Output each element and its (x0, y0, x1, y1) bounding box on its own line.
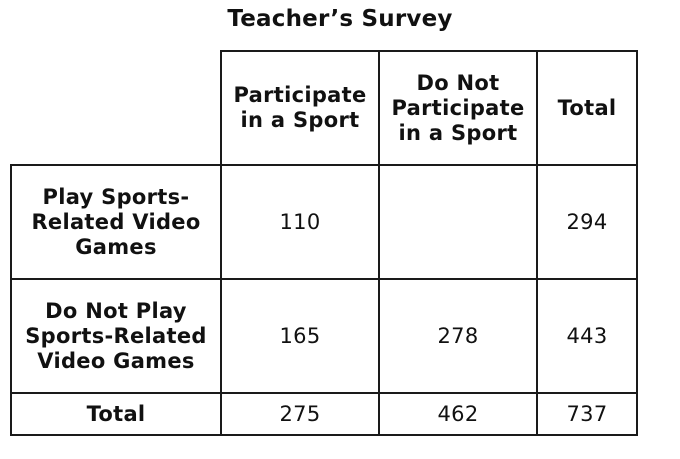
table-cell-empty (378, 164, 538, 280)
table-row: Play Sports-Related Video Games 110 294 (10, 164, 638, 280)
table-title: Teacher’s Survey (227, 6, 453, 32)
table-cell: 110 (220, 164, 380, 280)
two-way-table: Participate in a Sport Do Not Participat… (10, 50, 638, 436)
column-header-total: Total (536, 50, 638, 166)
row-header-do-not-play: Do Not Play Sports-Related Video Games (10, 278, 222, 394)
header-row: Participate in a Sport Do Not Participat… (11, 50, 638, 166)
table-cell: 165 (220, 278, 380, 394)
table-cell: 462 (378, 392, 538, 436)
table-row: Do Not Play Sports-Related Video Games 1… (10, 278, 638, 394)
table-cell: 278 (378, 278, 538, 394)
row-header-play: Play Sports-Related Video Games (10, 164, 222, 280)
column-header-label: Total (557, 95, 617, 120)
table-cell: 443 (536, 278, 638, 394)
column-header-label: Do Not Participate in a Sport (391, 70, 525, 145)
table-cell: 275 (220, 392, 380, 436)
totals-row: Total 275 462 737 (10, 392, 638, 436)
column-header-participate: Participate in a Sport (220, 50, 380, 166)
row-header-label: Play Sports-Related Video Games (31, 184, 201, 259)
column-header-label: Participate in a Sport (233, 83, 367, 132)
table-cell: 294 (536, 164, 638, 280)
corner-cell (11, 51, 222, 166)
row-header-total: Total (10, 392, 222, 436)
column-header-do-not-participate: Do Not Participate in a Sport (378, 50, 538, 166)
table-cell: 737 (536, 392, 638, 436)
row-header-label: Do Not Play Sports-Related Video Games (25, 298, 207, 373)
